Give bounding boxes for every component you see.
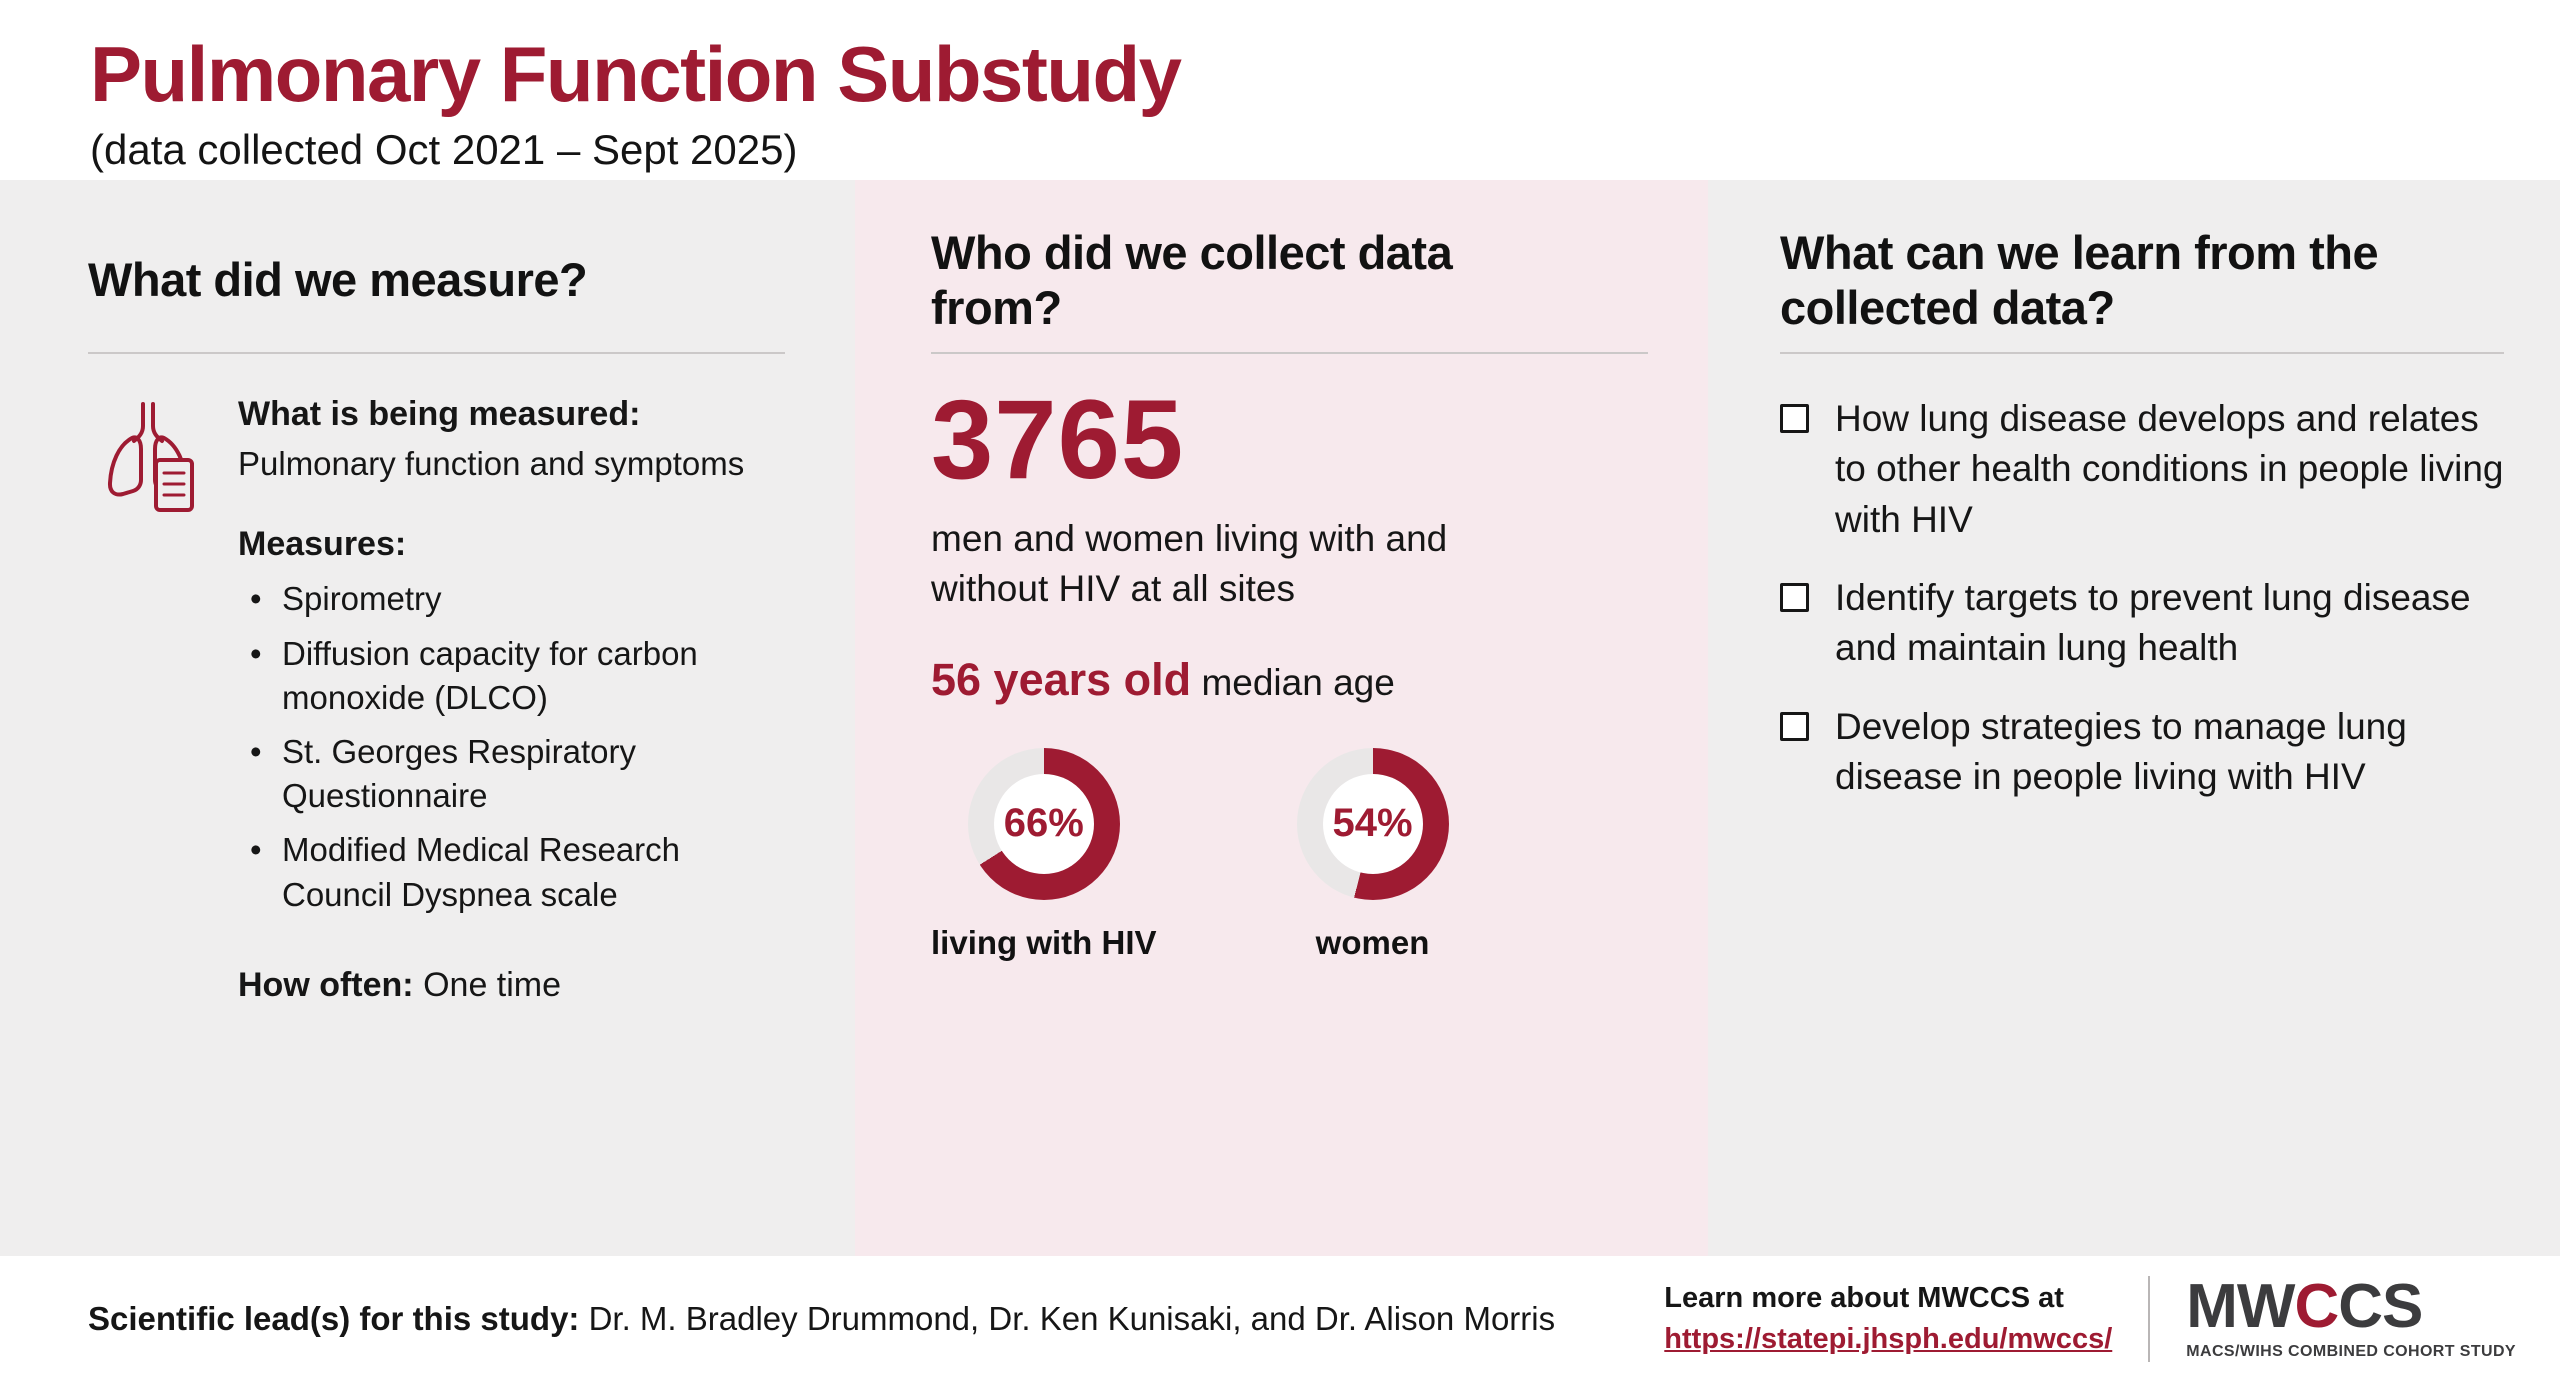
- right-section-heading: What can we learn from the collected dat…: [1780, 224, 2504, 336]
- measured-value: Pulmonary function and symptoms: [238, 444, 745, 482]
- learn-item-text: Identify targets to prevent lung disease…: [1835, 576, 2471, 669]
- median-age-row: 56 years old median age: [931, 654, 1648, 706]
- logo-part-cs: CS: [2338, 1272, 2423, 1341]
- bullet-icon: •: [250, 634, 262, 672]
- donut-hole: 66%: [993, 773, 1094, 874]
- list-item: • St. Georges Respiratory Questionnaire: [250, 730, 785, 818]
- participant-count: 3765: [931, 377, 1185, 502]
- mwccs-logo: MW C CS MACS/WIHS COMBINED COHORT STUDY: [2186, 1276, 2516, 1361]
- scientific-leads-value: Dr. M. Bradley Drummond, Dr. Ken Kunisak…: [588, 1299, 1556, 1337]
- right-section-heading-text: What can we learn from the collected dat…: [1780, 225, 2379, 334]
- measure-item-text: Diffusion capacity for carbon monoxide (…: [282, 634, 698, 716]
- bullet-icon: •: [250, 732, 262, 770]
- footer-right: Learn more about MWCCS at https://statep…: [1664, 1275, 2516, 1362]
- learn-item-text: How lung disease develops and relates to…: [1835, 398, 2504, 540]
- logo-part-mw: MW: [2186, 1272, 2295, 1341]
- donut-caption-hiv: living with HIV: [931, 923, 1157, 961]
- participant-count-caption: men and women living with and without HI…: [931, 518, 1448, 609]
- learn-more-block: Learn more about MWCCS at https://statep…: [1664, 1278, 2112, 1359]
- list-item: Develop strategies to manage lung diseas…: [1780, 702, 2504, 803]
- median-age-value: 56 years old: [931, 653, 1192, 705]
- scientific-leads: Scientific lead(s) for this study: Dr. M…: [88, 1300, 1555, 1338]
- mwccs-logo-subtitle: MACS/WIHS COMBINED COHORT STUDY: [2186, 1343, 2516, 1360]
- donut-ring-hiv: 66%: [967, 747, 1120, 900]
- header: Pulmonary Function Substudy (data collec…: [0, 0, 2560, 180]
- donut-percent-hiv: 66%: [1003, 801, 1084, 846]
- how-often-value: One time: [423, 965, 562, 1004]
- donut-chart-women: 54% women: [1296, 747, 1449, 962]
- mwccs-link[interactable]: https://statepi.jhsph.edu/mwccs/: [1664, 1322, 2113, 1355]
- learn-item-text: Develop strategies to manage lung diseas…: [1835, 705, 2407, 797]
- footer-divider: [2148, 1275, 2151, 1362]
- bullet-icon: •: [250, 580, 262, 618]
- donut-hole: 54%: [1322, 773, 1423, 874]
- measure-item-text: Spirometry: [282, 580, 442, 618]
- mwccs-logo-text: MW C CS: [2186, 1276, 2516, 1338]
- section-what-can-we-learn: What can we learn from the collected dat…: [1708, 180, 2560, 1256]
- checkbox-icon: [1780, 404, 1809, 433]
- page-subtitle: (data collected Oct 2021 – Sept 2025): [90, 125, 798, 173]
- right-section-divider: [1780, 352, 2504, 354]
- section-who-did-we-collect: Who did we collect data from? 3765 men a…: [855, 180, 1708, 1256]
- scientific-leads-label: Scientific lead(s) for this study:: [88, 1299, 580, 1337]
- learn-list: How lung disease develops and relates to…: [1780, 394, 2504, 802]
- how-often-row: How often: One time: [238, 963, 785, 1009]
- measure-item-text: St. Georges Respiratory Questionnaire: [282, 732, 636, 815]
- measures-list: • Spirometry • Diffusion capacity for carb…: [238, 577, 785, 917]
- donut-chart-hiv: 66% living with HIV: [931, 747, 1157, 962]
- left-section-divider: [88, 352, 785, 354]
- page-title: Pulmonary Function Substudy: [90, 30, 1182, 118]
- middle-section-heading: Who did we collect data from?: [931, 224, 1648, 336]
- how-often-label: How often:: [238, 965, 414, 1004]
- checkbox-icon: [1780, 711, 1809, 741]
- median-age-label: median age: [1201, 661, 1395, 703]
- checkbox-icon: [1780, 582, 1809, 612]
- left-section-heading-text: What did we measure?: [88, 253, 588, 307]
- left-section-heading: What did we measure?: [88, 224, 785, 336]
- list-item: • Diffusion capacity for carbon monoxide …: [250, 632, 785, 720]
- left-section-text: What is being measured: Pulmonary functi…: [238, 392, 785, 1008]
- measured-label: What is being measured:: [238, 395, 641, 433]
- left-section-body: What is being measured: Pulmonary functi…: [88, 392, 785, 1008]
- list-item: • Modified Medical Research Council Dyspn…: [250, 828, 785, 916]
- bullet-icon: •: [250, 831, 262, 869]
- logo-part-c-accent: C: [2294, 1272, 2339, 1341]
- list-item: How lung disease develops and relates to…: [1780, 394, 2504, 545]
- measures-label: Measures:: [238, 524, 407, 563]
- list-item: • Spirometry: [250, 577, 785, 621]
- donut-caption-women: women: [1315, 923, 1430, 961]
- section-what-did-we-measure: What did we measure? What is being measu: [0, 180, 855, 1256]
- donut-ring-women: 54%: [1296, 747, 1449, 900]
- list-item: Identify targets to prevent lung disease…: [1780, 573, 2504, 674]
- content-columns: What did we measure? What is being measu: [0, 180, 2560, 1256]
- middle-section-heading-text: Who did we collect data from?: [931, 225, 1453, 334]
- measure-item-text: Modified Medical Research Council Dyspne…: [282, 831, 681, 913]
- donut-percent-women: 54%: [1332, 801, 1413, 846]
- donut-chart-row: 66% living with HIV 54% women: [931, 747, 1648, 962]
- middle-section-divider: [931, 352, 1648, 354]
- footer: Scientific lead(s) for this study: Dr. M…: [0, 1256, 2560, 1381]
- lungs-checklist-icon: [88, 392, 208, 1008]
- learn-more-label: Learn more about MWCCS at: [1664, 1281, 2064, 1314]
